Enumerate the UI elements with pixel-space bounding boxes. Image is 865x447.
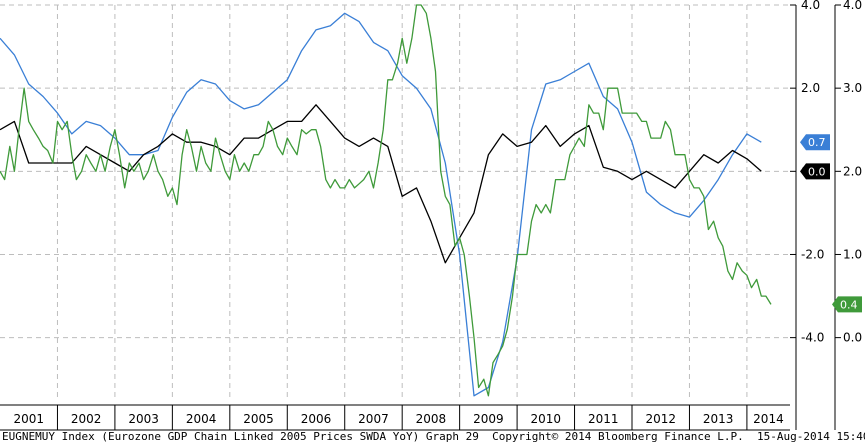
inner-y-tick-label: -4.0	[801, 331, 824, 345]
last-value-label-2: 0.0	[808, 165, 826, 178]
x-tick-label: 2004	[186, 412, 217, 426]
inner-y-tick-label: 2.0	[801, 81, 820, 95]
x-tick-label: 2009	[473, 412, 504, 426]
last-value-tag-2	[800, 163, 830, 180]
outer-y-tick-label: 3.0	[843, 81, 862, 95]
series-line-1	[0, 12, 762, 397]
last-value-label-1: 0.7	[808, 136, 826, 149]
last-value-tag-3	[832, 296, 862, 313]
x-tick-label: 2005	[243, 412, 274, 426]
x-tick-label: 2008	[416, 412, 447, 426]
chart-footer: EUGNEMUY Index (Eurozone GDP Chain Linke…	[2, 430, 865, 443]
x-tick-label: 2002	[71, 412, 102, 426]
x-tick-label: 2007	[358, 412, 389, 426]
last-value-label-3: 0.4	[840, 298, 858, 311]
outer-y-tick-label: 4.0	[843, 0, 862, 12]
x-tick-label: 2013	[703, 412, 734, 426]
x-tick-label: 2014	[753, 412, 784, 426]
last-value-tag-1	[800, 134, 830, 151]
x-tick-label: 2006	[301, 412, 332, 426]
x-tick-label: 2011	[588, 412, 619, 426]
inner-y-tick-label: -2.0	[801, 247, 824, 261]
outer-y-tick-label: 0.0	[843, 331, 862, 345]
outer-y-tick-label: 2.0	[843, 164, 862, 178]
outer-y-tick-label: 1.0	[843, 247, 862, 261]
x-tick-label: 2012	[645, 412, 676, 426]
x-tick-label: 2001	[13, 412, 44, 426]
x-tick-label: 2003	[128, 412, 159, 426]
inner-y-tick-label: 4.0	[801, 0, 820, 12]
series-line-3	[0, 4, 772, 397]
x-tick-label: 2010	[531, 412, 562, 426]
